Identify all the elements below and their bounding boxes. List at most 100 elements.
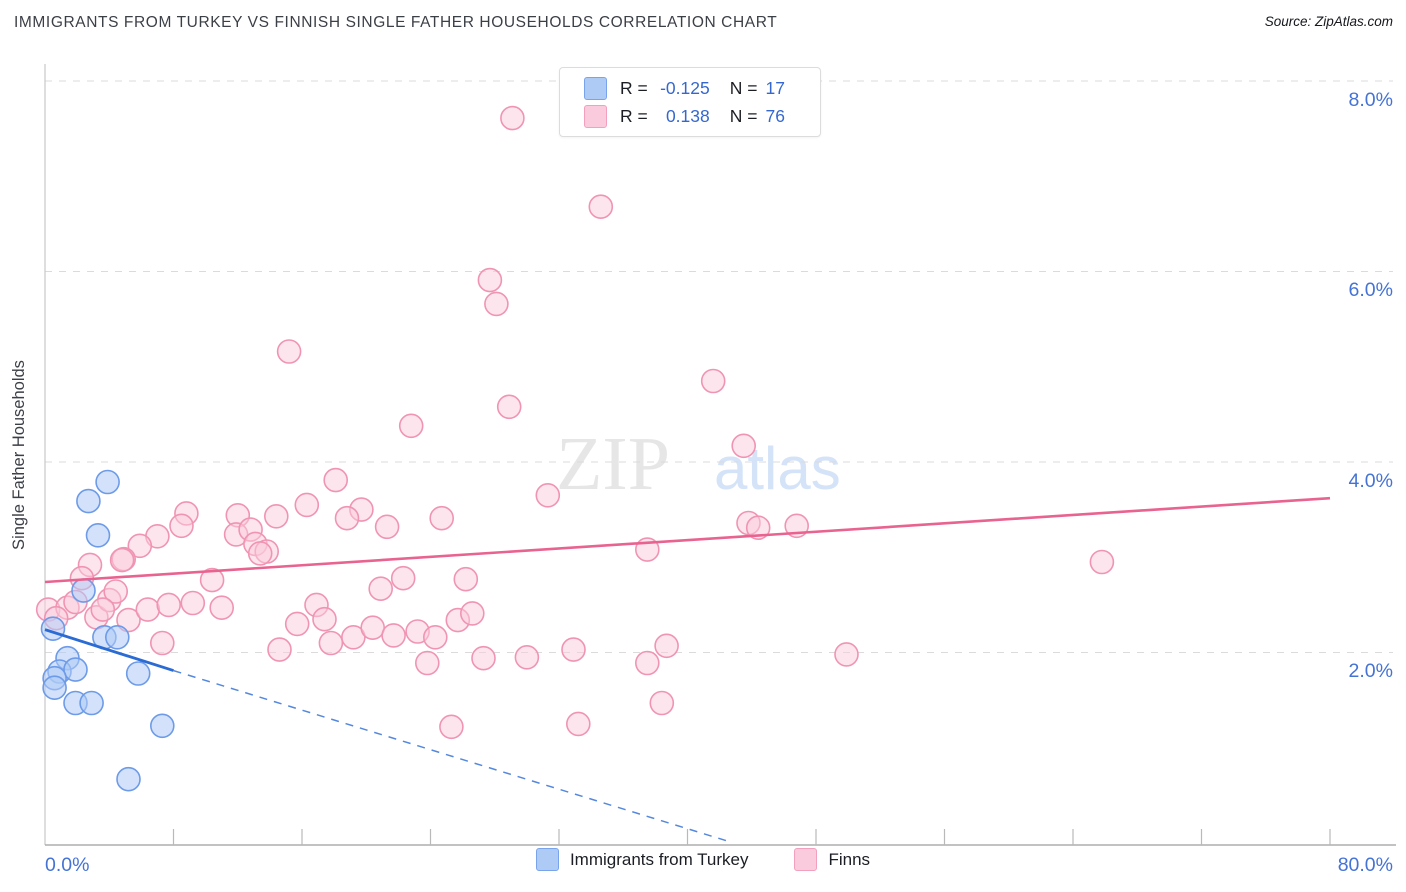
y-tick-4: 4.0% bbox=[1349, 470, 1393, 492]
finns-point bbox=[284, 611, 310, 637]
finns-point bbox=[374, 514, 400, 540]
finns-point bbox=[731, 433, 757, 459]
finns-point bbox=[247, 541, 273, 566]
finns-point bbox=[267, 637, 292, 662]
page-title: IMMIGRANTS FROM TURKEY VS FINNISH SINGLE… bbox=[14, 14, 778, 31]
finns-point bbox=[535, 482, 561, 508]
watermark-zip: ZIP bbox=[556, 422, 670, 506]
finns-point bbox=[90, 597, 116, 622]
r-label: R = bbox=[620, 105, 648, 126]
gridlines bbox=[45, 80, 1393, 653]
x-tick-last: 80.0% bbox=[1338, 854, 1393, 876]
r-value: 0.138 bbox=[665, 105, 710, 126]
finns-point bbox=[334, 505, 360, 531]
turkey-point bbox=[79, 690, 104, 716]
finns-point bbox=[135, 597, 161, 622]
finns-point bbox=[459, 601, 485, 626]
finns-point bbox=[276, 339, 302, 364]
finns-swatch-icon bbox=[584, 104, 607, 128]
finns-point bbox=[471, 645, 496, 671]
y-tick-8: 8.0% bbox=[1349, 89, 1393, 111]
turkey-point bbox=[116, 766, 141, 792]
correlation-legend-row-turkey: R = -0.125 N = 17 bbox=[584, 76, 820, 100]
correlation-legend-row-finns: R = 0.138 N = 76 bbox=[584, 104, 820, 128]
turkey-point bbox=[85, 522, 111, 548]
legend-item-turkey: Immigrants from Turkey bbox=[535, 848, 749, 871]
finns-point bbox=[116, 607, 141, 633]
r-value: -0.125 bbox=[660, 77, 710, 98]
x-tick-first: 0.0% bbox=[45, 854, 89, 876]
finns-points-layer bbox=[35, 105, 1115, 740]
turkey-point bbox=[71, 578, 96, 603]
finns-trend-line bbox=[44, 496, 1331, 584]
legend-label: Immigrants from Turkey bbox=[569, 849, 749, 869]
finns-point bbox=[318, 630, 344, 656]
finns-point bbox=[561, 637, 586, 662]
turkey-point bbox=[76, 488, 101, 514]
finns-point bbox=[312, 606, 337, 632]
finns-point bbox=[745, 515, 771, 541]
x-axis-ticks bbox=[172, 829, 1331, 845]
legend-item-finns: Finns bbox=[794, 848, 870, 871]
finns-point bbox=[496, 394, 522, 420]
finns-point bbox=[439, 714, 464, 740]
finns-point bbox=[414, 650, 440, 676]
finns-point bbox=[477, 267, 503, 293]
correlation-legend: R = -0.125 N = 17 R = 0.138 N = 76 bbox=[559, 67, 821, 137]
finns-point bbox=[263, 503, 289, 529]
turkey-points-layer bbox=[40, 469, 175, 792]
finns-point bbox=[323, 467, 349, 493]
finns-point bbox=[654, 633, 679, 659]
finns-point bbox=[199, 567, 225, 593]
finns-point bbox=[634, 650, 660, 676]
y-tick-2: 2.0% bbox=[1349, 660, 1393, 682]
turkey-point bbox=[125, 661, 151, 686]
finns-point bbox=[422, 624, 448, 650]
finns-point bbox=[360, 615, 386, 641]
n-label: N = bbox=[729, 77, 758, 98]
y-axis-title: Single Father Households bbox=[10, 360, 28, 550]
finns-point bbox=[588, 194, 614, 219]
finns-point bbox=[209, 595, 234, 621]
finns-point bbox=[429, 505, 455, 531]
finns-point bbox=[180, 590, 206, 616]
finns-swatch-icon bbox=[794, 848, 818, 871]
series-legend: Immigrants from Turkey Finns bbox=[0, 848, 1406, 871]
finns-point bbox=[565, 711, 591, 737]
finns-point bbox=[156, 592, 181, 618]
trend-lines-layer bbox=[44, 496, 1331, 842]
turkey-point bbox=[150, 713, 175, 739]
finns-point bbox=[834, 642, 859, 667]
finns-point bbox=[500, 105, 525, 131]
finns-point bbox=[109, 547, 135, 573]
turkey-swatch-icon bbox=[535, 848, 559, 871]
finns-point bbox=[484, 291, 509, 317]
finns-point bbox=[294, 492, 320, 518]
finns-point bbox=[381, 623, 406, 648]
n-value: 17 bbox=[765, 77, 785, 98]
finns-point bbox=[700, 368, 726, 394]
finns-point bbox=[1089, 549, 1115, 575]
turkey-point bbox=[63, 657, 88, 682]
turkey-trend-line-extension bbox=[173, 669, 728, 842]
y-tick-6: 6.0% bbox=[1349, 279, 1393, 301]
turkey-point bbox=[40, 616, 66, 642]
finns-point bbox=[341, 624, 366, 650]
finns-point bbox=[649, 690, 675, 716]
finns-point bbox=[103, 579, 128, 604]
finns-point bbox=[390, 565, 416, 591]
finns-point bbox=[514, 644, 540, 670]
finns-point bbox=[453, 566, 479, 592]
finns-point bbox=[368, 576, 394, 602]
turkey-trend-line bbox=[44, 628, 174, 672]
legend-label: Finns bbox=[828, 849, 871, 869]
turkey-point bbox=[95, 469, 120, 495]
turkey-swatch-icon bbox=[584, 76, 607, 100]
finns-point bbox=[127, 533, 153, 559]
n-value: 76 bbox=[765, 105, 785, 126]
watermark: ZIP atlas bbox=[556, 422, 841, 506]
source-credit: Source: ZipAtlas.com bbox=[1264, 14, 1393, 29]
turkey-point bbox=[105, 624, 130, 650]
finns-point bbox=[398, 413, 424, 439]
